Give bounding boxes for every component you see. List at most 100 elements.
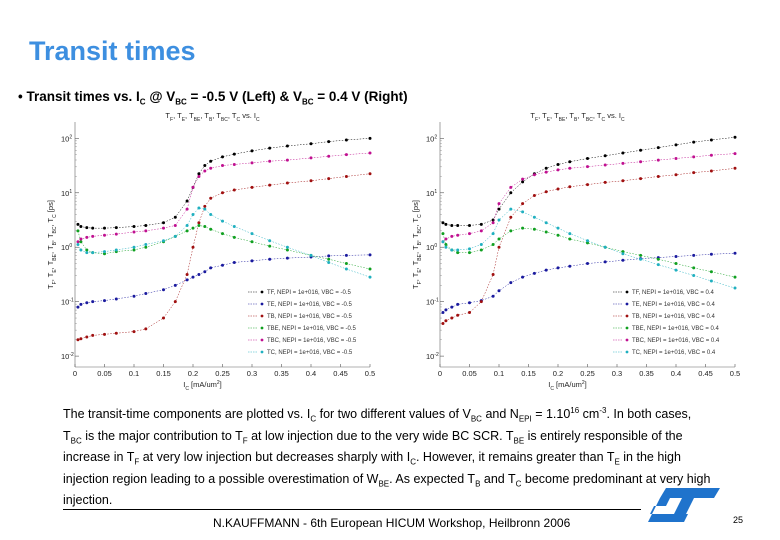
right-point-TBC bbox=[450, 234, 454, 238]
left-point-TE bbox=[344, 253, 348, 257]
left-point-TE bbox=[221, 263, 224, 267]
left-point-TBC bbox=[144, 229, 148, 233]
left-point-TB bbox=[368, 172, 372, 176]
right-xtick-label: 0.35 bbox=[639, 369, 654, 378]
right-xtick-label: 0 bbox=[438, 369, 442, 378]
left-point-TBC bbox=[232, 162, 236, 166]
left-point-TC bbox=[197, 206, 201, 210]
right-point-TF bbox=[456, 223, 460, 227]
left-point-TB bbox=[191, 245, 195, 249]
chart-right: TF, TE, TBE, TB, TBC, TC vs. IC 102 101 100… bbox=[411, 111, 740, 392]
right-legend-label: TBE, NEPI = 1e+016, VBC = 0.4 bbox=[632, 326, 720, 332]
left-point-TB bbox=[91, 333, 95, 337]
right-point-TB bbox=[456, 313, 460, 317]
right-series-line-TC bbox=[442, 208, 736, 289]
left-point-TBC bbox=[103, 233, 106, 237]
right-point-TB bbox=[568, 185, 572, 189]
left-point-TB bbox=[203, 204, 207, 208]
left-point-TB bbox=[79, 337, 83, 341]
left-point-TF bbox=[103, 226, 106, 230]
right-point-TBE bbox=[509, 229, 513, 233]
caption-sub: BE bbox=[378, 479, 390, 489]
left-point-TBE bbox=[285, 248, 289, 252]
bullet-sub-2: BC bbox=[175, 97, 187, 107]
footer-divider bbox=[63, 509, 641, 510]
left-point-TBE bbox=[79, 240, 83, 244]
left-point-TF bbox=[250, 149, 254, 153]
right-point-TF bbox=[521, 180, 525, 184]
left-ytick-label: 101 bbox=[61, 189, 72, 198]
caption-part: at very low injection but decreases shar… bbox=[139, 450, 411, 465]
left-point-TE bbox=[285, 256, 289, 260]
right-point-TF bbox=[544, 166, 548, 170]
bullet-text-1: • Transit times vs. I bbox=[18, 89, 140, 104]
right-point-TB bbox=[709, 169, 713, 173]
right-point-TBC bbox=[532, 173, 536, 177]
left-point-TF bbox=[85, 226, 89, 230]
left-series-line-TBE bbox=[77, 225, 371, 270]
right-point-TBE bbox=[456, 251, 460, 255]
left-point-TC bbox=[221, 219, 224, 223]
right-point-TC bbox=[603, 245, 607, 249]
left-point-TE bbox=[91, 300, 95, 304]
left-legend-marker bbox=[260, 350, 264, 354]
left-point-TE bbox=[79, 302, 83, 306]
left-point-TBE bbox=[144, 245, 148, 249]
right-point-TBC bbox=[656, 158, 660, 162]
left-point-TBC bbox=[209, 166, 213, 170]
left-ytick-label: 102 bbox=[61, 134, 72, 143]
left-point-TE bbox=[132, 294, 136, 298]
left-point-TBE bbox=[185, 229, 189, 233]
right-point-TF bbox=[603, 154, 607, 158]
caption-part: and T bbox=[480, 471, 516, 486]
right-point-TE bbox=[621, 258, 625, 262]
right-point-TB bbox=[491, 272, 495, 276]
right-xtick-label: 0.25 bbox=[580, 369, 595, 378]
left-point-TBE bbox=[327, 257, 331, 261]
left-point-TF bbox=[162, 221, 165, 225]
left-point-TBE bbox=[191, 226, 195, 230]
right-point-TC bbox=[692, 274, 696, 278]
left-ytick-label: 100 bbox=[61, 243, 72, 252]
left-point-TB bbox=[103, 332, 106, 336]
left-point-TB bbox=[76, 338, 80, 342]
left-point-TF bbox=[203, 164, 207, 168]
caption-sub: E bbox=[614, 457, 620, 467]
right-legend-label: TE, NEPI = 1e+016, VBC = 0.4 bbox=[632, 302, 716, 308]
left-xtick-label: 0.45 bbox=[333, 369, 348, 378]
right-point-TB bbox=[674, 173, 678, 177]
left-legend-label: TE, NEPI = 1e+016, VBC = -0.5 bbox=[267, 302, 353, 308]
left-legend-marker bbox=[260, 290, 264, 294]
right-point-TF bbox=[450, 223, 454, 227]
right-point-TE bbox=[509, 281, 513, 285]
right-point-TB bbox=[656, 174, 660, 178]
left-series-line-TBC bbox=[77, 152, 371, 242]
left-point-TE bbox=[368, 253, 372, 257]
left-point-TB bbox=[309, 179, 313, 183]
left-point-TF bbox=[144, 223, 148, 227]
right-point-TBE bbox=[733, 275, 737, 279]
right-point-TF bbox=[479, 222, 483, 226]
caption-sub: BC bbox=[70, 436, 82, 446]
caption-sup: -3 bbox=[599, 406, 607, 415]
left-point-TBC bbox=[309, 156, 313, 160]
right-point-TBE bbox=[468, 251, 471, 255]
caption-part: . As expected T bbox=[389, 471, 476, 486]
right-point-TB bbox=[509, 215, 513, 219]
bullet-sub-1: C bbox=[139, 97, 146, 107]
right-point-TC bbox=[497, 218, 501, 222]
left-point-TC bbox=[191, 213, 195, 217]
right-point-TF bbox=[497, 207, 501, 211]
right-point-TBC bbox=[692, 155, 696, 159]
caption-part: is the major contribution to T bbox=[81, 428, 243, 443]
right-point-TBC bbox=[709, 153, 713, 157]
caption-sub: C bbox=[515, 479, 522, 489]
left-point-TB bbox=[132, 330, 136, 334]
bullet-sub-3: BC bbox=[301, 97, 314, 107]
left-point-TC bbox=[327, 260, 331, 264]
left-legend-label: TBC, NEPI = 1e+016, VBC = -0.5 bbox=[267, 338, 357, 344]
right-xlabel: IC [mA/um2] bbox=[548, 380, 587, 392]
right-point-TE bbox=[456, 302, 460, 306]
left-point-TBE bbox=[344, 262, 348, 266]
left-legend-marker bbox=[260, 302, 264, 306]
